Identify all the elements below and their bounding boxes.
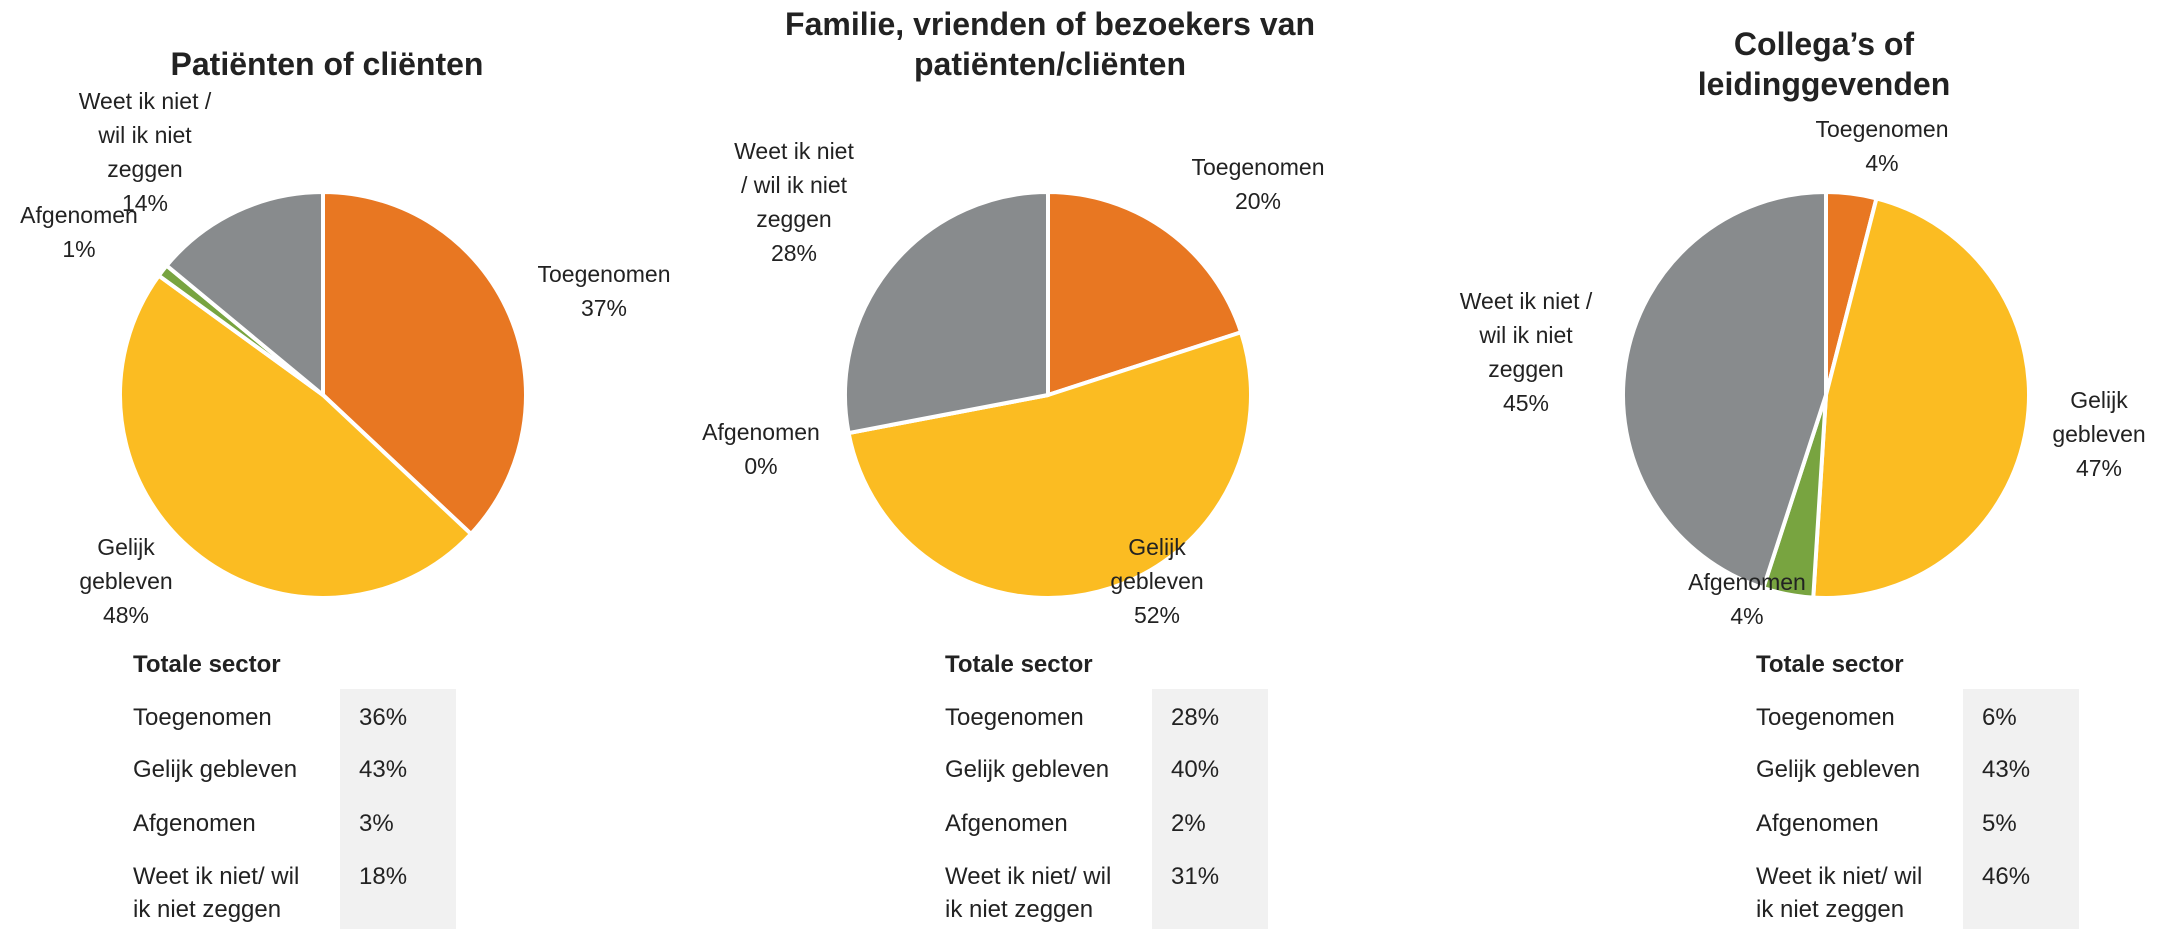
table-row-label: Weet ik niet/ wil ik niet zeggen <box>133 863 300 923</box>
pie-slice <box>846 330 1253 601</box>
table-row-label: Gelijk gebleven <box>945 756 1110 783</box>
pie-slice <box>843 190 1050 436</box>
pie-slice <box>1046 190 1244 397</box>
slice-category: Afgenomen <box>20 202 138 228</box>
slice-label: Weet ik niet / wil ik niet zeggen 28% <box>734 134 854 270</box>
table-row-value: 5% <box>1982 810 2017 837</box>
slice-category: Weet ik niet / wil ik niet zeggen <box>78 88 212 182</box>
slice-value: 37% <box>580 295 628 321</box>
table-row-value: 46% <box>1982 863 2031 890</box>
table-row-value: 18% <box>359 863 408 890</box>
slice-category: Toegenomen <box>1815 116 1949 142</box>
slice-value: 52% <box>1133 602 1181 628</box>
slice-label: Toegenomen 37% <box>538 257 671 325</box>
table-value-bg <box>340 689 456 929</box>
table-row-label: Toegenomen <box>1756 704 1895 731</box>
slice-value: 20% <box>1234 188 1282 214</box>
table-row-value: 36% <box>359 704 408 731</box>
slice-value: 4% <box>1865 150 1899 176</box>
table-row-label: Weet ik niet/ wil ik niet zeggen <box>945 863 1112 923</box>
table-row-value: 43% <box>359 756 408 783</box>
table-row-value: 6% <box>1982 704 2017 731</box>
table-title: Totale sector <box>133 651 281 678</box>
chart-title: Patiënten of cliënten <box>170 46 484 82</box>
slice-label: Gelijk gebleven 48% <box>79 530 172 632</box>
table-row-value: 31% <box>1171 863 1220 890</box>
slice-category: Afgenomen <box>1688 569 1806 595</box>
table-row-value: 2% <box>1171 810 1206 837</box>
table-value-bg <box>1152 689 1268 929</box>
slice-category: Gelijk gebleven <box>2052 387 2146 447</box>
slice-label: Toegenomen 4% <box>1816 112 1949 180</box>
slice-value: 47% <box>2075 455 2123 481</box>
slice-value: 45% <box>1502 390 1550 416</box>
table-row-label: Afgenomen <box>945 810 1068 837</box>
slice-category: Gelijk gebleven <box>1110 534 1204 594</box>
table-row-value: 3% <box>359 810 394 837</box>
slice-label: Weet ik niet / wil ik niet zeggen 14% <box>79 84 212 220</box>
chart-title: Collega’s of leidinggevenden <box>1697 26 1951 102</box>
slice-category: Toegenomen <box>1191 154 1325 180</box>
slice-value: 4% <box>1730 603 1764 629</box>
table-title: Totale sector <box>945 651 1093 678</box>
slice-category: Gelijk gebleven <box>79 534 173 594</box>
slice-category: Toegenomen <box>537 261 671 287</box>
slice-value: 28% <box>770 240 818 266</box>
slice-category: Weet ik niet / wil ik niet zeggen <box>1459 288 1593 382</box>
table-row-label: Afgenomen <box>1756 810 1879 837</box>
slice-label: Toegenomen 20% <box>1192 150 1325 218</box>
slice-label: Gelijk gebleven 47% <box>2052 383 2145 485</box>
pie-slice <box>1621 190 1828 591</box>
slice-category: Weet ik niet / wil ik niet zeggen <box>734 138 854 232</box>
slice-label: Afgenomen 1% <box>20 198 138 266</box>
slice-label: Gelijk gebleven 52% <box>1110 530 1203 632</box>
table-row-value: 28% <box>1171 704 1220 731</box>
slice-label: Afgenomen 4% <box>1688 565 1806 633</box>
table-title: Totale sector <box>1756 651 1904 678</box>
slice-value: 1% <box>62 236 96 262</box>
slice-label: Afgenomen 0% <box>702 415 820 483</box>
pie-slice <box>321 190 528 536</box>
slice-value: 0% <box>744 453 778 479</box>
pie-slice <box>1811 196 2031 600</box>
table-row-value: 43% <box>1982 756 2031 783</box>
table-row-label: Gelijk gebleven <box>133 756 298 783</box>
table-row-label: Gelijk gebleven <box>1756 756 1921 783</box>
table-row-label: Toegenomen <box>945 704 1084 731</box>
slice-category: Afgenomen <box>702 419 820 445</box>
table-row-label: Afgenomen <box>133 810 256 837</box>
pie-slice <box>118 273 473 600</box>
table-value-bg <box>1963 689 2079 929</box>
slice-label: Weet ik niet / wil ik niet zeggen 45% <box>1460 284 1593 420</box>
chart-title: Familie, vrienden of bezoekers van patië… <box>785 6 1315 82</box>
slice-value: 48% <box>102 602 150 628</box>
pie-slice <box>164 190 325 397</box>
table-row-label: Weet ik niet/ wil ik niet zeggen <box>1756 863 1923 923</box>
table-row-label: Toegenomen <box>133 704 272 731</box>
slice-value: 14% <box>121 190 169 216</box>
table-row-value: 40% <box>1171 756 1220 783</box>
